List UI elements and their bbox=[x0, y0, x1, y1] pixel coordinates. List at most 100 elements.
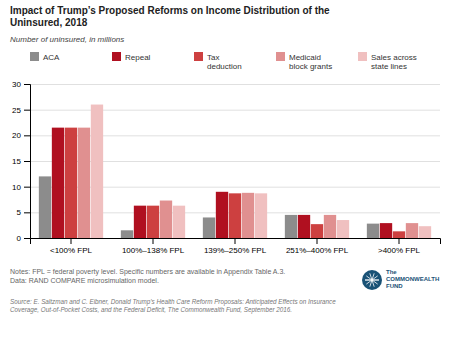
bar bbox=[91, 105, 103, 238]
axis-line bbox=[24, 85, 31, 239]
legend-item: Sales acrossstate lines bbox=[358, 52, 417, 71]
bar bbox=[298, 215, 310, 238]
text-line: deduction bbox=[207, 62, 242, 71]
y-axis: 0 5 10 15 20 25 30 bbox=[12, 80, 30, 243]
bar bbox=[160, 201, 172, 238]
tick-mark bbox=[24, 135, 30, 136]
tick-label: <100% FPL bbox=[50, 246, 93, 255]
text-line: Sales across bbox=[371, 53, 417, 62]
text-line: Impact of Trump’s Proposed Reforms on In… bbox=[10, 5, 330, 16]
text-line: COMMONWEALTH bbox=[386, 276, 439, 282]
legend-label: Sales acrossstate lines bbox=[371, 53, 417, 71]
bar bbox=[406, 223, 418, 238]
y-tick: 30 bbox=[12, 80, 30, 89]
tick-label: 100%–138% FPL bbox=[122, 246, 185, 255]
bar bbox=[367, 224, 379, 238]
tick-label: 10 bbox=[12, 183, 21, 192]
logo: TheCOMMONWEALTHFUND bbox=[362, 269, 439, 290]
bar bbox=[65, 128, 77, 238]
tick-mark bbox=[24, 161, 30, 162]
legend-swatch bbox=[358, 52, 367, 61]
logo-text: TheCOMMONWEALTHFUND bbox=[386, 269, 439, 289]
tick-mark bbox=[317, 238, 318, 244]
x-tick: 100%–138% FPL bbox=[122, 238, 185, 255]
bar bbox=[52, 128, 64, 238]
tick-label: 20 bbox=[12, 131, 21, 140]
bar bbox=[255, 193, 267, 238]
legend-swatch bbox=[112, 52, 121, 61]
title: Impact of Trump’s Proposed Reforms on In… bbox=[10, 5, 330, 28]
tick-mark bbox=[24, 110, 30, 111]
bar bbox=[39, 176, 51, 238]
tick-mark bbox=[24, 212, 30, 213]
legend-item: Medicaidblock grants bbox=[276, 52, 332, 71]
tick-mark bbox=[24, 238, 30, 239]
legend-label: ACA bbox=[43, 53, 60, 62]
tick-label: >400% FPL bbox=[378, 246, 421, 255]
bar bbox=[216, 192, 228, 238]
legend: ACA Repeal Taxdeduction Medicaidblock grant… bbox=[30, 52, 417, 71]
tick-label: 25 bbox=[12, 106, 21, 115]
plot: 0 5 10 15 20 25 30 <100% FPL 100%–138% FPL 139%–2… bbox=[12, 80, 440, 255]
text-line: The bbox=[386, 269, 397, 275]
y-tick: 20 bbox=[12, 131, 30, 140]
legend-swatch bbox=[194, 52, 203, 61]
legend-item: Repeal bbox=[112, 52, 151, 62]
text-line: state lines bbox=[371, 62, 407, 71]
bar bbox=[419, 226, 431, 238]
text-line: Uninsured, 2018 bbox=[10, 17, 88, 28]
tick-mark bbox=[153, 238, 154, 244]
text-line: Tax bbox=[207, 53, 219, 62]
tick-label: 0 bbox=[17, 234, 22, 243]
grid-tick bbox=[30, 84, 440, 85]
y-tick: 0 bbox=[17, 234, 30, 243]
bar bbox=[121, 230, 133, 238]
legend-label: Repeal bbox=[125, 53, 151, 62]
text-line: Source: E. Saltzman and C. Eibner, Donal… bbox=[10, 298, 336, 306]
x-tick: 139%–250% FPL bbox=[204, 238, 267, 255]
source: Source: E. Saltzman and C. Eibner, Donal… bbox=[10, 298, 336, 314]
tick-mark bbox=[24, 187, 30, 188]
bar bbox=[134, 206, 146, 238]
y-tick: 5 bbox=[17, 208, 30, 217]
text-line: FUND bbox=[386, 283, 403, 289]
bar bbox=[337, 220, 349, 238]
logo-line bbox=[365, 280, 379, 281]
legend-label: Taxdeduction bbox=[207, 53, 242, 71]
legend-swatch bbox=[30, 52, 39, 61]
text-line: Repeal bbox=[125, 53, 151, 62]
bar bbox=[229, 193, 241, 238]
tick-label: 5 bbox=[17, 208, 22, 217]
y-tick: 25 bbox=[12, 106, 30, 115]
tick-mark bbox=[24, 84, 30, 85]
tick-label: 251%–400% FPL bbox=[286, 246, 349, 255]
text-line: block grants bbox=[289, 62, 332, 71]
tick-mark bbox=[399, 238, 400, 244]
axis-line bbox=[31, 239, 441, 245]
tick-mark bbox=[71, 238, 72, 244]
subtitle: Number of uninsured, in millions bbox=[10, 35, 124, 44]
bar bbox=[203, 217, 215, 238]
chart: Impact of Trump’s Proposed Reforms on In… bbox=[0, 0, 450, 338]
legend-swatch bbox=[276, 52, 285, 61]
bar bbox=[285, 215, 297, 238]
tick-label: 139%–250% FPL bbox=[204, 246, 267, 255]
text-line: ACA bbox=[43, 53, 60, 62]
x-axis: <100% FPL 100%–138% FPL 139%–250% FPL 251%–… bbox=[31, 238, 441, 255]
tick-label: 30 bbox=[12, 80, 21, 89]
bars bbox=[39, 105, 431, 238]
legend-item: ACA bbox=[30, 52, 60, 62]
text-line: Notes: FPL = federal poverty level. Spec… bbox=[10, 268, 285, 276]
text-line: Data: RAND COMPARE microsimulation model… bbox=[10, 277, 159, 284]
bar bbox=[78, 128, 90, 238]
tick-label: 15 bbox=[12, 157, 21, 166]
bar bbox=[380, 223, 392, 238]
bar bbox=[173, 206, 185, 238]
x-tick: 251%–400% FPL bbox=[286, 238, 349, 255]
grid-line bbox=[30, 84, 440, 85]
logo-line bbox=[365, 280, 379, 281]
text-line: Coverage, Out-of-Pocket Costs, and the F… bbox=[10, 306, 292, 314]
text-line: Medicaid bbox=[289, 53, 321, 62]
grid bbox=[30, 85, 440, 239]
legend-item: Taxdeduction bbox=[194, 52, 242, 71]
